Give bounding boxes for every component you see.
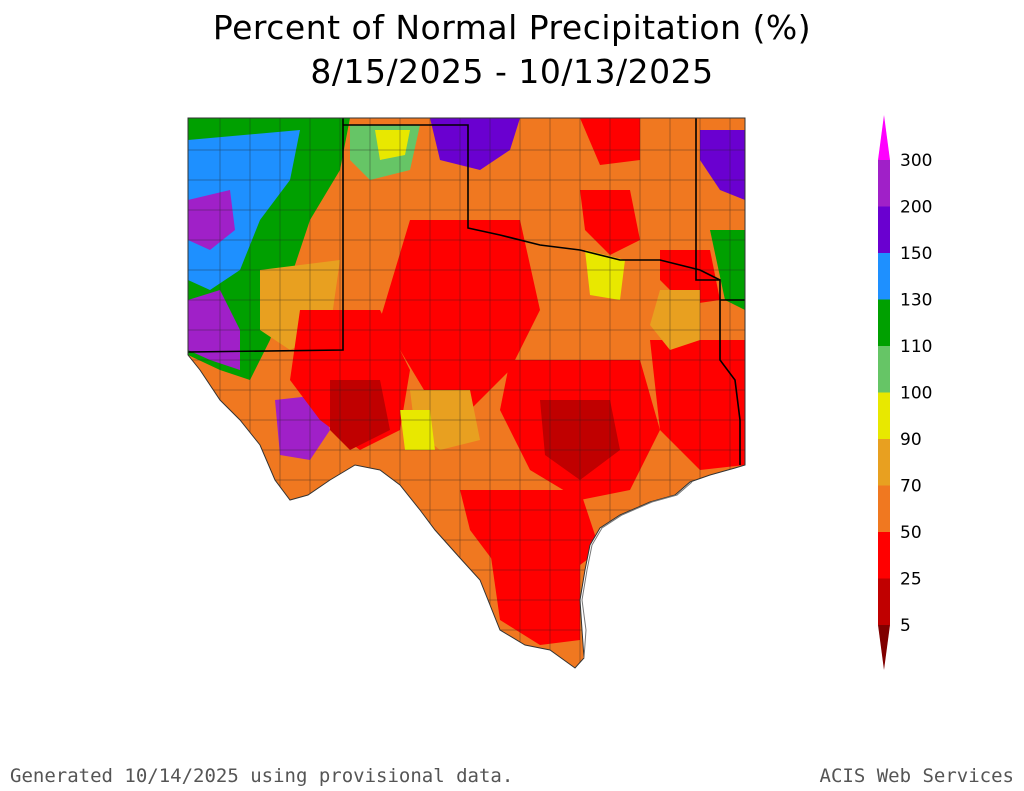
legend-band	[878, 299, 890, 346]
precip-fill	[188, 118, 745, 668]
legend-tick-label: 25	[900, 570, 922, 590]
legend-tick-label: 150	[900, 244, 932, 264]
legend-band	[878, 160, 890, 207]
legend-tick-label: 70	[900, 477, 922, 497]
state-borders	[187, 118, 745, 465]
legend-band	[878, 532, 890, 579]
legend-tick-label: 200	[900, 198, 932, 218]
legend-band	[878, 439, 890, 486]
map-title: Percent of Normal Precipitation (%)	[212, 8, 812, 47]
legend-labels: 300 200 150 130 110 100 90 70 50 25 5	[900, 151, 932, 636]
legend-band	[878, 578, 890, 625]
legend-tick-label: 300	[900, 151, 932, 171]
precipitation-map	[187, 117, 746, 669]
footer-generated-note: Generated 10/14/2025 using provisional d…	[10, 765, 514, 787]
legend-tick-label: 5	[900, 616, 911, 636]
legend-top-arrow	[878, 115, 890, 160]
legend-bands	[878, 115, 890, 670]
legend-tick-label: 100	[900, 384, 932, 404]
coastline	[581, 481, 693, 659]
legend-band	[878, 485, 890, 532]
region-outline	[187, 117, 746, 669]
legend-tick-label: 90	[900, 430, 922, 450]
legend-band	[878, 206, 890, 253]
legend-tick-label: 130	[900, 291, 932, 311]
county-lines	[188, 118, 745, 668]
legend-tick-label: 50	[900, 523, 922, 543]
footer-credit: ACIS Web Services	[819, 765, 1014, 787]
legend-band	[878, 392, 890, 439]
color-legend: 300 200 150 130 110 100 90 70 50 25 5	[878, 115, 932, 670]
map-date-range: 8/15/2025 - 10/13/2025	[310, 52, 714, 91]
legend-tick-label: 110	[900, 337, 932, 357]
legend-band	[878, 346, 890, 393]
legend-bottom-arrow	[878, 625, 890, 670]
legend-band	[878, 253, 890, 300]
